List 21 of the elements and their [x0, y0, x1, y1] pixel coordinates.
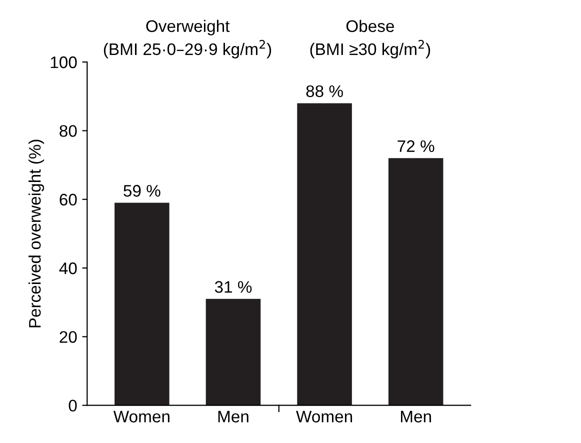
- data-label: 72 %: [398, 140, 434, 152]
- x-tick-label: Men: [400, 410, 431, 422]
- x-tick-label: Women: [296, 410, 352, 422]
- y-tick-label: 100: [50, 56, 77, 68]
- y-tick-label: 40: [59, 262, 77, 274]
- bar: [388, 158, 444, 406]
- x-tick-label: Women: [113, 410, 170, 422]
- bar: [114, 202, 170, 406]
- y-axis-title: Perceived overweight (%): [28, 140, 44, 328]
- y-tick-label: 80: [60, 125, 77, 137]
- y-tick-label: 60: [60, 194, 77, 206]
- data-label: 88 %: [306, 85, 343, 98]
- bar: [206, 298, 261, 406]
- bar: [297, 103, 352, 406]
- data-label: 59 %: [124, 184, 160, 197]
- y-tick-label: 20: [60, 331, 77, 343]
- x-tick-label: Men: [218, 410, 248, 422]
- text: Obese (BMI ≥30 kg/m$^{2}$): [310, 20, 430, 58]
- text: Overweight (BMI 25·0–29·9 kg/m$^{2}$): [104, 20, 272, 58]
- data-label: 31 %: [214, 281, 252, 293]
- y-tick-label: 0: [68, 400, 77, 412]
